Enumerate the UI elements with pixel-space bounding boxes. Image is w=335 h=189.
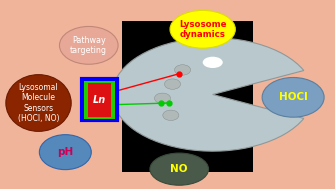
Bar — [88, 83, 111, 117]
Ellipse shape — [40, 135, 91, 170]
Bar — [82, 79, 117, 120]
Text: pH: pH — [57, 147, 73, 157]
Text: HOCl: HOCl — [279, 92, 308, 102]
Text: Ln: Ln — [93, 95, 106, 105]
Text: NO: NO — [171, 164, 188, 174]
Wedge shape — [112, 38, 304, 151]
Ellipse shape — [150, 153, 208, 185]
Text: Lysosome
dynamics: Lysosome dynamics — [179, 20, 226, 39]
Bar — [122, 21, 253, 172]
Bar — [84, 81, 115, 119]
Ellipse shape — [164, 79, 181, 89]
Ellipse shape — [170, 10, 235, 48]
Text: Pathway
targeting: Pathway targeting — [70, 36, 107, 55]
Circle shape — [203, 57, 223, 68]
Ellipse shape — [154, 93, 171, 104]
Ellipse shape — [60, 26, 118, 64]
Ellipse shape — [6, 75, 71, 131]
Ellipse shape — [262, 77, 324, 117]
Text: Lysosomal
Molecule
Sensors
(HOCl, NO): Lysosomal Molecule Sensors (HOCl, NO) — [18, 83, 59, 123]
Ellipse shape — [163, 110, 179, 121]
Ellipse shape — [175, 65, 191, 75]
